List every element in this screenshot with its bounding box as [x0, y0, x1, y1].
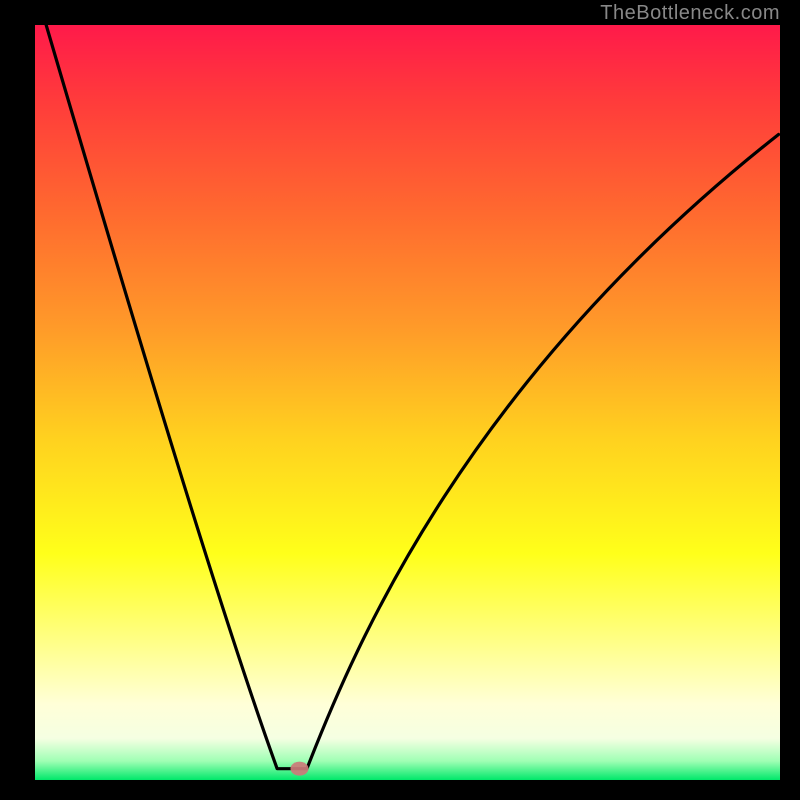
chart-container: TheBottleneck.com [0, 0, 800, 800]
gradient-background [35, 25, 780, 780]
plot-svg [35, 25, 780, 780]
optimal-point-marker [290, 762, 308, 776]
plot-area [35, 25, 780, 780]
watermark-text: TheBottleneck.com [600, 2, 780, 25]
